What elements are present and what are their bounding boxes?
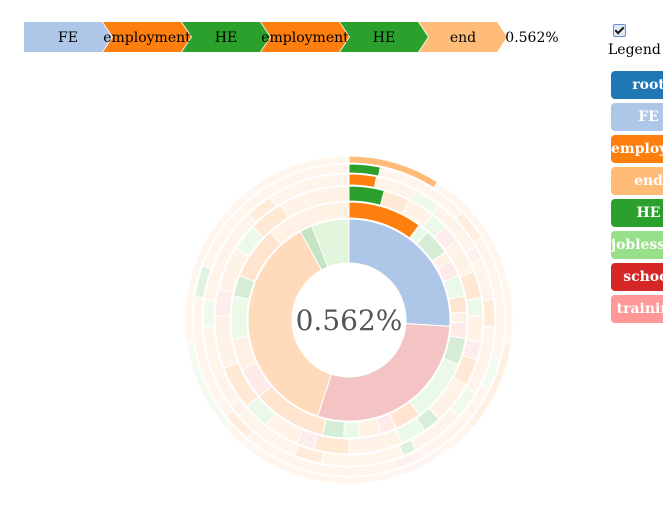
- breadcrumb-step-label: end: [450, 30, 476, 46]
- breadcrumb-step: end: [419, 22, 507, 52]
- sunburst-segment-employment[interactable]: [482, 298, 496, 328]
- legend-item-FE: FE: [611, 103, 663, 131]
- sunburst-segment-end[interactable]: [184, 155, 350, 344]
- sunburst-segment-joblessness[interactable]: [343, 421, 361, 439]
- sunburst-segment-joblessness[interactable]: [230, 295, 250, 340]
- breadcrumb-step-label: HE: [373, 30, 395, 46]
- sunburst-center: [292, 263, 406, 377]
- breadcrumb-step-shape: [103, 22, 191, 52]
- breadcrumb-step: employment: [261, 22, 349, 52]
- sunburst-segment-end[interactable]: [465, 315, 484, 343]
- breadcrumb-trail: FE employment HE employment HE end 0.562%: [24, 22, 559, 52]
- legend: root FE employment end HE joblessness school tr…: [611, 71, 663, 327]
- breadcrumb-step-shape: [182, 22, 270, 52]
- breadcrumb-step-label: HE: [215, 30, 237, 46]
- sunburst-segment-training[interactable]: [214, 288, 234, 317]
- sunburst-segment-joblessness[interactable]: [202, 298, 216, 328]
- legend-item-school: school: [611, 263, 663, 291]
- sunburst-segment-end[interactable]: [269, 173, 350, 208]
- breadcrumb-step-shape: [340, 22, 428, 52]
- sunburst-segment-joblessness[interactable]: [465, 297, 484, 317]
- breadcrumb-step: FE: [24, 22, 112, 52]
- breadcrumb-step-shape: [261, 22, 349, 52]
- sunburst-segment-employment[interactable]: [348, 173, 378, 189]
- breadcrumb-step-label: FE: [58, 30, 78, 46]
- sunburst-segment-employment[interactable]: [448, 295, 468, 314]
- legend-toggle-label: Legend: [608, 42, 661, 58]
- center-percentage-label: 0.562%: [296, 304, 403, 337]
- breadcrumb-percentage: 0.562%: [505, 30, 558, 46]
- sunburst-segment-end[interactable]: [357, 417, 382, 439]
- breadcrumb-step: employment: [103, 22, 191, 52]
- breadcrumb-step-label: employment: [261, 30, 349, 46]
- legend-item-root: root: [611, 71, 663, 99]
- legend-item-joblessness: joblessness: [611, 231, 663, 259]
- sunburst-segment-end[interactable]: [280, 185, 350, 219]
- sunburst-segment-end[interactable]: [450, 311, 468, 324]
- legend-item-training: training: [611, 295, 663, 323]
- breadcrumb-step: HE: [182, 22, 270, 52]
- legend-item-HE: HE: [611, 199, 663, 227]
- legend-item-employment: employment: [611, 135, 663, 163]
- sunburst-segment-end[interactable]: [202, 163, 350, 270]
- legend-toggle[interactable]: Legend: [608, 24, 661, 58]
- breadcrumb-step-shape: [419, 22, 507, 52]
- breadcrumb-step-label: employment: [103, 30, 191, 46]
- legend-checkbox[interactable]: [613, 24, 626, 37]
- sunburst-arcs: [184, 155, 514, 485]
- breadcrumb-step: HE: [340, 22, 428, 52]
- sunburst-segment-end[interactable]: [269, 201, 350, 245]
- breadcrumb-step-shape: [24, 22, 112, 52]
- legend-item-end: end: [611, 167, 663, 195]
